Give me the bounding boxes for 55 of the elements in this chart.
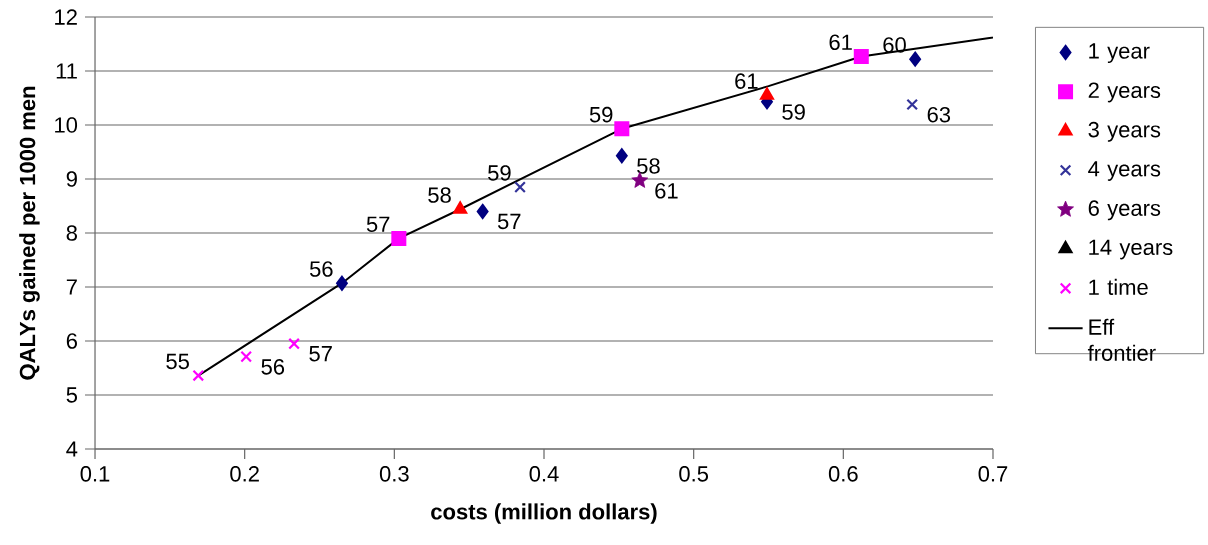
y-tick-label: 6 [66, 333, 77, 349]
y-tick-label: 11 [56, 63, 77, 79]
x-tick-label: 0.6 [828, 466, 858, 482]
annotation: 58 [637, 158, 660, 174]
y-axis-title: QALYs gained per 1000 men [19, 86, 40, 380]
annotation: 59 [488, 165, 511, 181]
annotation: 63 [927, 106, 951, 123]
y-tick-label: 9 [66, 171, 77, 187]
y-tick-label: 12 [55, 9, 77, 25]
x-tick-label: 0.2 [230, 466, 259, 482]
annotation: 56 [261, 359, 285, 375]
legend-label: 14 years [1089, 239, 1173, 260]
legend-label: 4 years [1088, 161, 1161, 181]
annotation: 57 [309, 346, 332, 362]
point [476, 203, 489, 219]
x-tick-label: 0.4 [529, 466, 559, 482]
x-tick-label: 0.3 [379, 466, 409, 482]
annotation: 61 [655, 183, 678, 199]
annotation: 61 [735, 73, 758, 89]
point [336, 275, 348, 291]
point [453, 201, 468, 214]
legend-label: 1 time [1089, 278, 1148, 295]
point [909, 51, 922, 67]
x-tick-label: 0.5 [679, 466, 709, 482]
point [288, 337, 300, 350]
legend-label: 3 years [1088, 121, 1161, 142]
point [614, 121, 630, 137]
point [240, 350, 253, 363]
legend-label: 6 years [1088, 200, 1161, 221]
annotation: 59 [589, 106, 613, 123]
point [853, 48, 869, 64]
annotation: 61 [829, 34, 852, 51]
x-tick-label: 0.7 [978, 466, 1008, 482]
annotation: 55 [166, 353, 189, 370]
y-tick-label: 8 [66, 225, 77, 241]
y-tick-label: 5 [66, 387, 78, 403]
y-tick-label: 4 [66, 441, 78, 457]
point [760, 87, 774, 100]
legend-label: 2 years [1088, 82, 1161, 103]
x-axis-title: costs (million dollars) [431, 503, 657, 524]
y-tick-label: 10 [55, 117, 78, 133]
annotation: 59 [782, 104, 805, 120]
y-tick-label: 7 [66, 279, 77, 295]
point [906, 98, 919, 111]
point [192, 369, 205, 382]
annotation: 56 [309, 261, 333, 277]
annotation: 58 [428, 187, 451, 203]
legend-label: 1 year [1089, 43, 1150, 64]
annotation: 57 [497, 213, 521, 230]
point [514, 181, 526, 194]
point [615, 148, 628, 164]
x-tick-label: 0.1 [80, 466, 110, 482]
legend-label: Eff frontier [1087, 318, 1156, 361]
annotation: 57 [366, 216, 390, 232]
point [391, 230, 407, 246]
